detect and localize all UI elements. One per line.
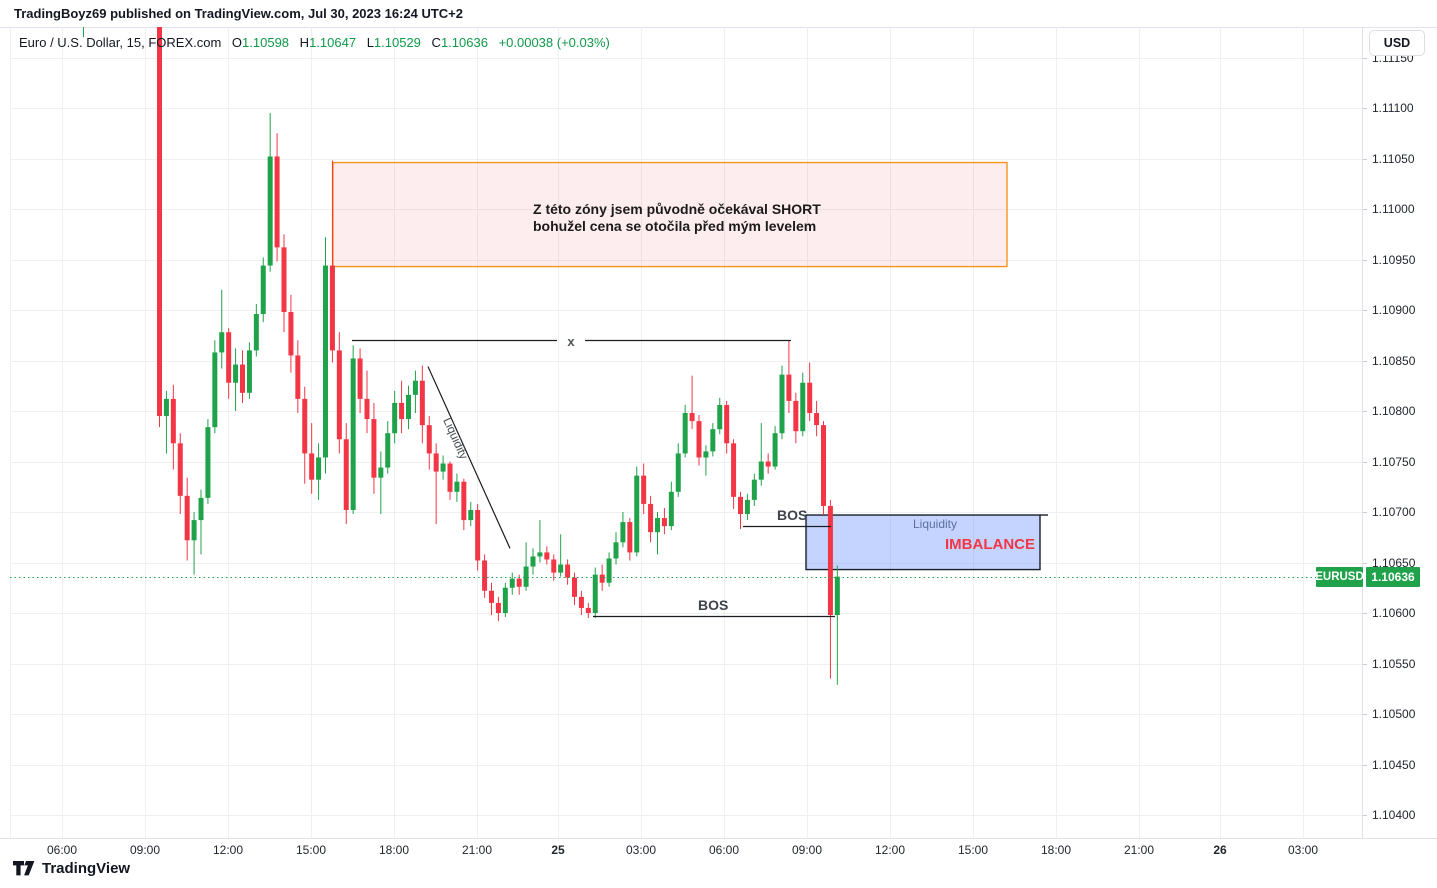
bos-upper-label: BOS (777, 507, 807, 523)
liquidity-trendline-label: Liquidity (440, 415, 471, 461)
price-axis-divider (1362, 27, 1363, 838)
price-tick-label: 1.10950 (1372, 253, 1416, 267)
time-tick-label: 06:00 (708, 843, 740, 857)
price-tick-mark (1363, 512, 1367, 513)
ohlc-high-value: 1.10647 (309, 35, 357, 50)
time-tick-label-day: 26 (1213, 843, 1227, 857)
price-tick-label: 1.10900 (1372, 303, 1416, 317)
tradingview-logo-text: TradingView (42, 860, 131, 877)
price-tick-label: 1.10700 (1372, 505, 1416, 519)
publish-header: TradingBoyz69 published on TradingView.c… (14, 6, 464, 21)
ohlc-close-key: C (431, 35, 441, 50)
imbalance-liquidity-label: Liquidity (913, 517, 957, 531)
price-tick-mark (1363, 714, 1367, 715)
chart-pane[interactable]: Liquidity x BOS BOS Z této zóny jsem původně… (0, 27, 1362, 838)
time-tick-label-day: 25 (551, 843, 565, 857)
price-tick-mark (1363, 815, 1367, 816)
time-axis[interactable]: 06:00 09:00 12:00 15:00 18:00 21:00 25 03:00 06:… (0, 839, 1437, 861)
price-tick-mark (1363, 462, 1367, 463)
imbalance-label: IMBALANCE (945, 536, 1035, 553)
price-tick-label: 1.10850 (1372, 354, 1416, 368)
price-tick-label: 1.10400 (1372, 808, 1416, 822)
price-tick-mark (1363, 260, 1367, 261)
time-tick-label: 18:00 (378, 843, 410, 857)
price-tick-mark (1363, 108, 1367, 109)
price-axis[interactable]: 1.11150 1.11100 1.11050 1.11000 1.10950 1.109… (1363, 27, 1437, 838)
chart-legend: Euro / U.S. Dollar, 15, FOREX.com O1.105… (19, 35, 610, 50)
symbol-title: Euro / U.S. Dollar, 15, FOREX.com (19, 35, 222, 50)
ohlc-open-value: 1.10598 (242, 35, 290, 50)
price-tick-mark (1363, 310, 1367, 311)
price-tick-label: 1.11050 (1372, 152, 1415, 166)
current-price-axis-label: 1.10636 (1366, 567, 1420, 587)
time-tick-label: 06:00 (46, 843, 78, 857)
price-tick-label: 1.10800 (1372, 404, 1416, 418)
price-tick-label: 1.10650 (1372, 556, 1416, 570)
price-tick-label: 1.10500 (1372, 707, 1416, 721)
time-tick-label: 15:00 (295, 843, 327, 857)
supply-zone-note-line2: bohužel cena se otočila před mým levelem (533, 218, 816, 234)
price-tick-mark (1363, 58, 1367, 59)
price-tick-label: 1.11000 (1372, 202, 1415, 216)
grid-layer (10, 27, 1362, 838)
time-tick-label: 18:00 (1040, 843, 1072, 857)
time-axis-divider (0, 838, 1437, 839)
price-tick-mark (1363, 159, 1367, 160)
time-tick-label: 12:00 (874, 843, 906, 857)
price-tick-mark (1363, 765, 1367, 766)
bos-lower-label: BOS (698, 597, 728, 613)
price-tick-label: 1.10550 (1372, 657, 1416, 671)
price-tick-label: 1.10750 (1372, 455, 1416, 469)
tradingview-logo[interactable]: TradingView (12, 860, 130, 877)
price-tick-mark (1363, 411, 1367, 412)
supply-zone-box[interactable] (332, 161, 1008, 268)
price-tick-mark (1363, 613, 1367, 614)
time-tick-label: 09:00 (791, 843, 823, 857)
price-tick-mark (1363, 664, 1367, 665)
time-tick-label: 03:00 (625, 843, 657, 857)
price-change: +0.00038 (+0.03%) (498, 35, 610, 50)
price-tick-mark (1363, 361, 1367, 362)
price-tick-mark (1363, 209, 1367, 210)
time-tick-label: 21:00 (461, 843, 493, 857)
time-tick-label: 03:00 (1287, 843, 1319, 857)
price-tick-label: 1.10600 (1372, 606, 1416, 620)
equal-highs-label: x (567, 334, 575, 349)
ohlc-low-key: L (366, 35, 374, 50)
candles-layer[interactable] (83, 27, 840, 685)
supply-zone-note-line1: Z této zóny jsem původně očekával SHORT (533, 201, 821, 217)
price-tick-mark (1363, 563, 1367, 564)
ohlc-high-key: H (299, 35, 310, 50)
ohlc-low-value: 1.10529 (373, 35, 421, 50)
price-tick-label: 1.11100 (1372, 101, 1414, 115)
price-tick-label: 1.10450 (1372, 758, 1416, 772)
header-divider (0, 27, 1437, 28)
time-tick-label: 15:00 (957, 843, 989, 857)
time-tick-label: 21:00 (1123, 843, 1155, 857)
liquidity-trendline[interactable] (427, 366, 511, 549)
ohlc-close-value: 1.10636 (440, 35, 488, 50)
symbol-price-flag: EURUSD (1315, 567, 1364, 587)
time-tick-label: 09:00 (129, 843, 161, 857)
imbalance-zone-box[interactable] (805, 514, 1041, 571)
tradingview-logo-icon (13, 861, 35, 876)
currency-toggle-button[interactable]: USD (1369, 30, 1425, 56)
time-tick-label: 12:00 (212, 843, 244, 857)
ohlc-open-key: O (231, 35, 243, 50)
